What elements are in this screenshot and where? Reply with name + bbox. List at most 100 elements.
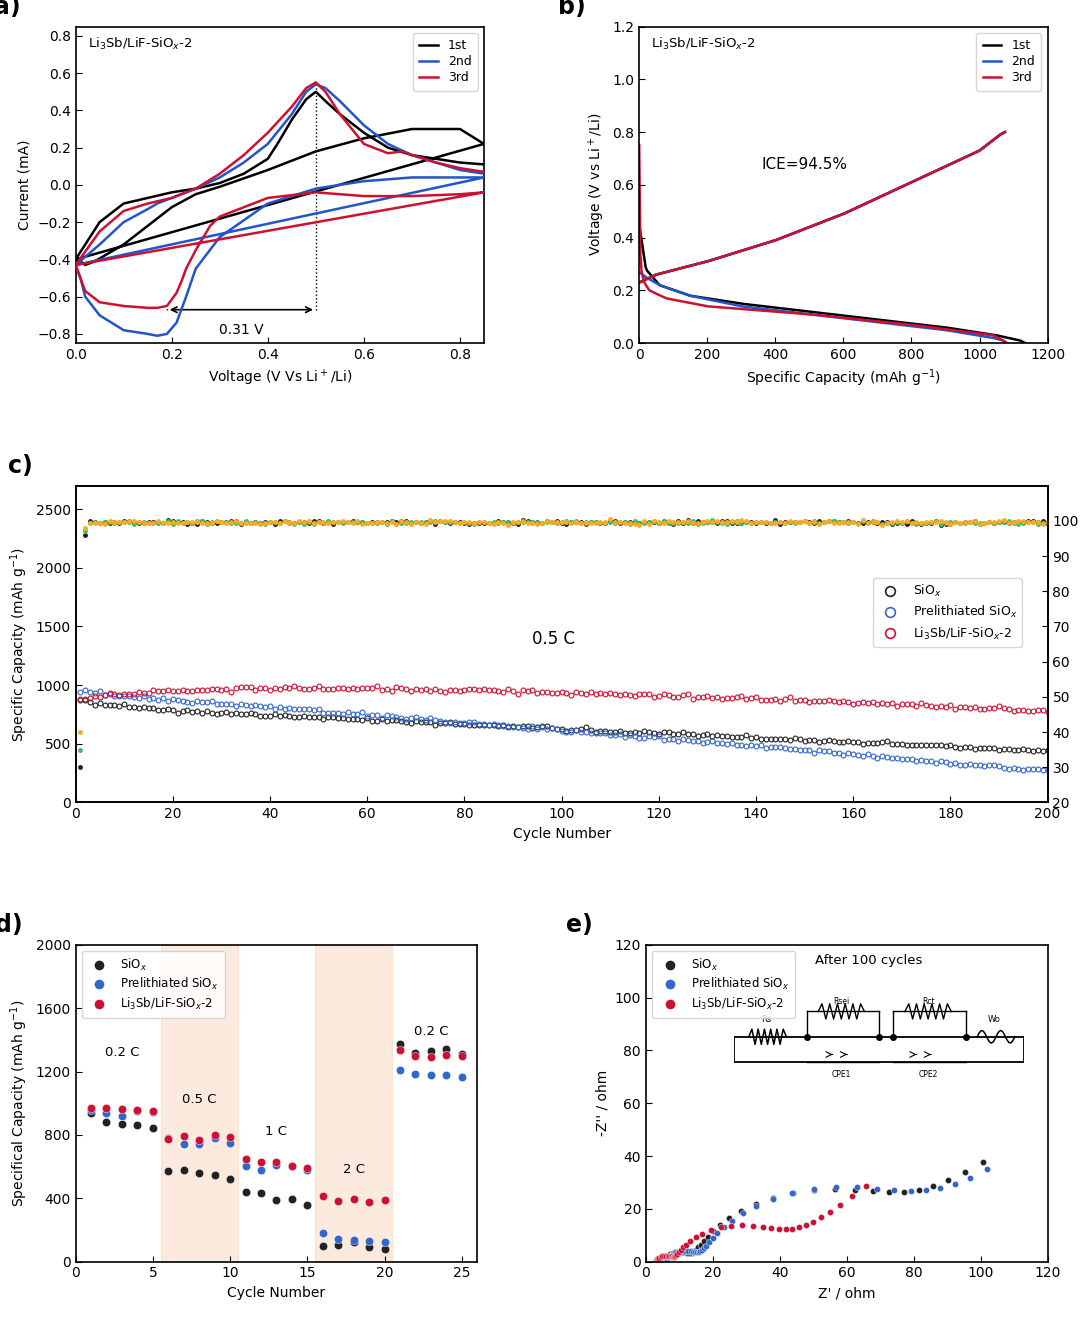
2nd — [405, 147, 418, 163]
2nd — [966, 327, 978, 343]
Li$_3$Sb/LiF-SiO$_x$-2 — [337, 680, 350, 696]
1st — [73, 254, 86, 270]
3rd — [1000, 335, 1013, 351]
2nd — [850, 312, 863, 328]
Text: Li$_3$Sb/LiF-SiO$_x$-2: Li$_3$Sb/LiF-SiO$_x$-2 — [87, 36, 192, 52]
1st — [93, 214, 106, 230]
1st — [309, 143, 322, 159]
Li$_3$Sb/LiF-SiO$_x$-2 — [963, 700, 976, 716]
Text: e): e) — [566, 914, 592, 938]
Line: 2nd: 2nd — [76, 84, 484, 336]
SiO$_x$ — [112, 699, 125, 714]
3rd — [430, 154, 443, 170]
Y-axis label: -Z'' / ohm: -Z'' / ohm — [595, 1070, 609, 1137]
3rd — [151, 300, 164, 316]
Li$_3$Sb/LiF-SiO$_x$-2 — [998, 700, 1011, 716]
1st — [477, 157, 490, 173]
SiO$_x$ — [959, 740, 972, 756]
3rd — [851, 311, 864, 327]
3rd — [405, 147, 418, 163]
Prelithiated SiO$_x$ — [963, 756, 976, 772]
2nd — [309, 181, 322, 197]
2nd — [165, 190, 178, 206]
SiO$_x$ — [254, 708, 267, 724]
Li$_3$Sb/LiF-SiO$_x$-2 — [132, 684, 145, 700]
Text: 0.2 C: 0.2 C — [105, 1045, 139, 1058]
1st — [141, 218, 154, 234]
2nd — [141, 201, 154, 216]
2nd — [261, 135, 274, 151]
Bar — [161, 946, 238, 1262]
1st — [309, 84, 322, 100]
Prelithiated SiO$_x$ — [998, 760, 1011, 776]
Line: 1st: 1st — [76, 92, 484, 266]
Legend: 1st, 2nd, 3rd: 1st, 2nd, 3rd — [976, 33, 1041, 90]
Prelithiated SiO$_x$ — [79, 683, 92, 699]
Line: 3rd: 3rd — [639, 145, 1007, 343]
1st — [863, 311, 876, 327]
2nd — [161, 325, 174, 341]
3rd — [204, 218, 217, 234]
3rd — [633, 137, 646, 153]
2nd — [405, 170, 418, 186]
3rd — [189, 242, 202, 258]
Y-axis label: Specific Capacity (mAh g$^{-1}$): Specific Capacity (mAh g$^{-1}$) — [9, 547, 30, 741]
X-axis label: Cycle Number: Cycle Number — [513, 827, 610, 841]
Li$_3$Sb/LiF-SiO$_x$-2 — [1041, 704, 1054, 720]
Legend: SiO$_x$, Prelithiated SiO$_x$, Li$_3$Sb/LiF-SiO$_x$-2: SiO$_x$, Prelithiated SiO$_x$, Li$_3$Sb/… — [652, 951, 795, 1019]
SiO$_x$ — [73, 692, 87, 708]
SiO$_x$ — [1041, 742, 1054, 758]
3rd — [261, 125, 274, 141]
2nd — [261, 195, 274, 211]
Y-axis label: Specifical Capacity (mAh g$^{-1}$): Specifical Capacity (mAh g$^{-1}$) — [9, 1000, 30, 1207]
3rd — [334, 106, 347, 122]
2nd — [858, 312, 870, 328]
Legend: SiO$_x$, Prelithiated SiO$_x$, Li$_3$Sb/LiF-SiO$_x$-2: SiO$_x$, Prelithiated SiO$_x$, Li$_3$Sb/… — [81, 951, 225, 1019]
3rd — [93, 223, 106, 239]
3rd — [79, 283, 92, 299]
2nd — [73, 270, 86, 286]
3rd — [285, 98, 298, 114]
3rd — [300, 80, 313, 96]
2nd — [477, 170, 490, 186]
1st — [98, 248, 111, 264]
Line: SiO$_x$: SiO$_x$ — [78, 697, 1050, 753]
2nd — [319, 80, 332, 96]
3rd — [141, 300, 154, 316]
1st — [454, 121, 467, 137]
1st — [319, 93, 332, 109]
Prelithiated SiO$_x$ — [259, 699, 272, 714]
2nd — [477, 166, 490, 182]
3rd — [454, 161, 467, 177]
3rd — [179, 260, 192, 276]
1st — [141, 190, 154, 206]
1st — [213, 175, 226, 191]
SiO$_x$ — [993, 742, 1005, 758]
Legend: SiO$_x$, Prelithiated SiO$_x$, Li$_3$Sb/LiF-SiO$_x$-2: SiO$_x$, Prelithiated SiO$_x$, Li$_3$Sb/… — [873, 578, 1022, 647]
2nd — [851, 312, 864, 328]
Prelithiated SiO$_x$ — [73, 684, 87, 700]
2nd — [381, 135, 394, 151]
3rd — [161, 297, 174, 313]
2nd — [238, 154, 251, 170]
3rd — [170, 286, 183, 301]
3rd — [73, 270, 86, 286]
1st — [271, 135, 284, 151]
1st — [983, 327, 996, 343]
2nd — [634, 266, 647, 282]
2nd — [357, 117, 370, 133]
3rd — [477, 185, 490, 201]
1st — [189, 181, 202, 197]
Li$_3$Sb/LiF-SiO$_x$-2 — [112, 687, 125, 703]
Y-axis label: Current (mA): Current (mA) — [17, 139, 31, 230]
3rd — [213, 166, 226, 182]
1st — [958, 323, 971, 339]
Text: ICE=94.5%: ICE=94.5% — [761, 157, 848, 173]
Line: 2nd: 2nd — [639, 272, 1007, 343]
2nd — [69, 258, 82, 274]
Text: 0.5 C: 0.5 C — [181, 1093, 216, 1106]
Bar — [315, 946, 392, 1262]
1st — [381, 139, 394, 155]
2nd — [1000, 335, 1013, 351]
1st — [238, 166, 251, 182]
